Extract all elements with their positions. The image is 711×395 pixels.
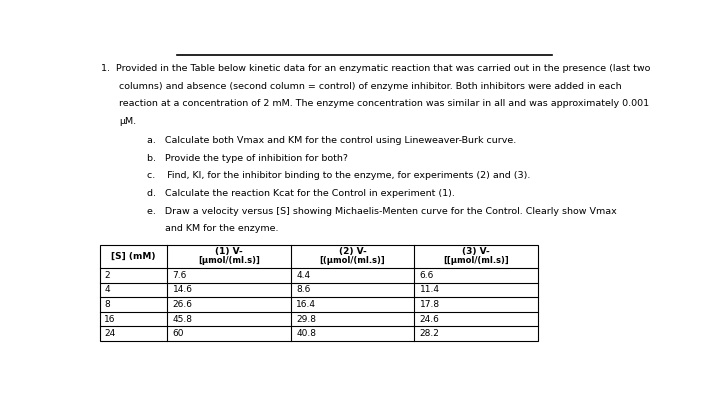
Text: b.   Provide the type of inhibition for both?: b. Provide the type of inhibition for bo… <box>146 154 348 163</box>
Bar <box>100 245 538 341</box>
Text: 28.2: 28.2 <box>420 329 439 338</box>
Text: 4.4: 4.4 <box>296 271 311 280</box>
Text: [S] (mM): [S] (mM) <box>111 252 156 261</box>
Text: [[μmol/(ml.s)]: [[μmol/(ml.s)] <box>443 256 509 265</box>
Text: d.   Calculate the reaction Kcat for the Control in experiment (1).: d. Calculate the reaction Kcat for the C… <box>146 189 454 198</box>
Text: 17.8: 17.8 <box>420 300 440 309</box>
Text: 45.8: 45.8 <box>173 314 193 324</box>
Text: μM.: μM. <box>119 117 137 126</box>
Text: 4: 4 <box>105 285 110 294</box>
Text: 29.8: 29.8 <box>296 314 316 324</box>
Text: 8: 8 <box>105 300 110 309</box>
Text: 16.4: 16.4 <box>296 300 316 309</box>
Text: 1.  Provided in the Table below kinetic data for an enzymatic reaction that was : 1. Provided in the Table below kinetic d… <box>101 64 651 73</box>
Text: [μmol/(ml.s)]: [μmol/(ml.s)] <box>198 256 260 265</box>
Text: 16: 16 <box>105 314 116 324</box>
Text: 24.6: 24.6 <box>420 314 439 324</box>
Text: reaction at a concentration of 2 mM. The enzyme concentration was similar in all: reaction at a concentration of 2 mM. The… <box>119 100 649 108</box>
Text: (1) V-: (1) V- <box>215 247 242 256</box>
Text: 2: 2 <box>105 271 110 280</box>
Text: (2) V-: (2) V- <box>338 247 366 256</box>
Text: 7.6: 7.6 <box>173 271 187 280</box>
Text: 11.4: 11.4 <box>420 285 440 294</box>
Text: 40.8: 40.8 <box>296 329 316 338</box>
Text: e.   Draw a velocity versus [S] showing Michaelis-Menten curve for the Control. : e. Draw a velocity versus [S] showing Mi… <box>146 207 616 216</box>
Text: and KM for the enzyme.: and KM for the enzyme. <box>146 224 278 233</box>
Text: a.   Calculate both Vmax and KM for the control using Lineweaver-Burk curve.: a. Calculate both Vmax and KM for the co… <box>146 136 516 145</box>
Text: 26.6: 26.6 <box>173 300 193 309</box>
Text: 24: 24 <box>105 329 116 338</box>
Text: (3) V-: (3) V- <box>462 247 490 256</box>
Text: 8.6: 8.6 <box>296 285 311 294</box>
Text: columns) and absence (second column = control) of enzyme inhibitor. Both inhibit: columns) and absence (second column = co… <box>119 82 622 91</box>
Text: 6.6: 6.6 <box>420 271 434 280</box>
Text: 14.6: 14.6 <box>173 285 193 294</box>
Text: c.    Find, KI, for the inhibitor binding to the enzyme, for experiments (2) and: c. Find, KI, for the inhibitor binding t… <box>146 171 530 181</box>
Text: 60: 60 <box>173 329 184 338</box>
Text: [(μmol/(ml.s)]: [(μmol/(ml.s)] <box>320 256 385 265</box>
